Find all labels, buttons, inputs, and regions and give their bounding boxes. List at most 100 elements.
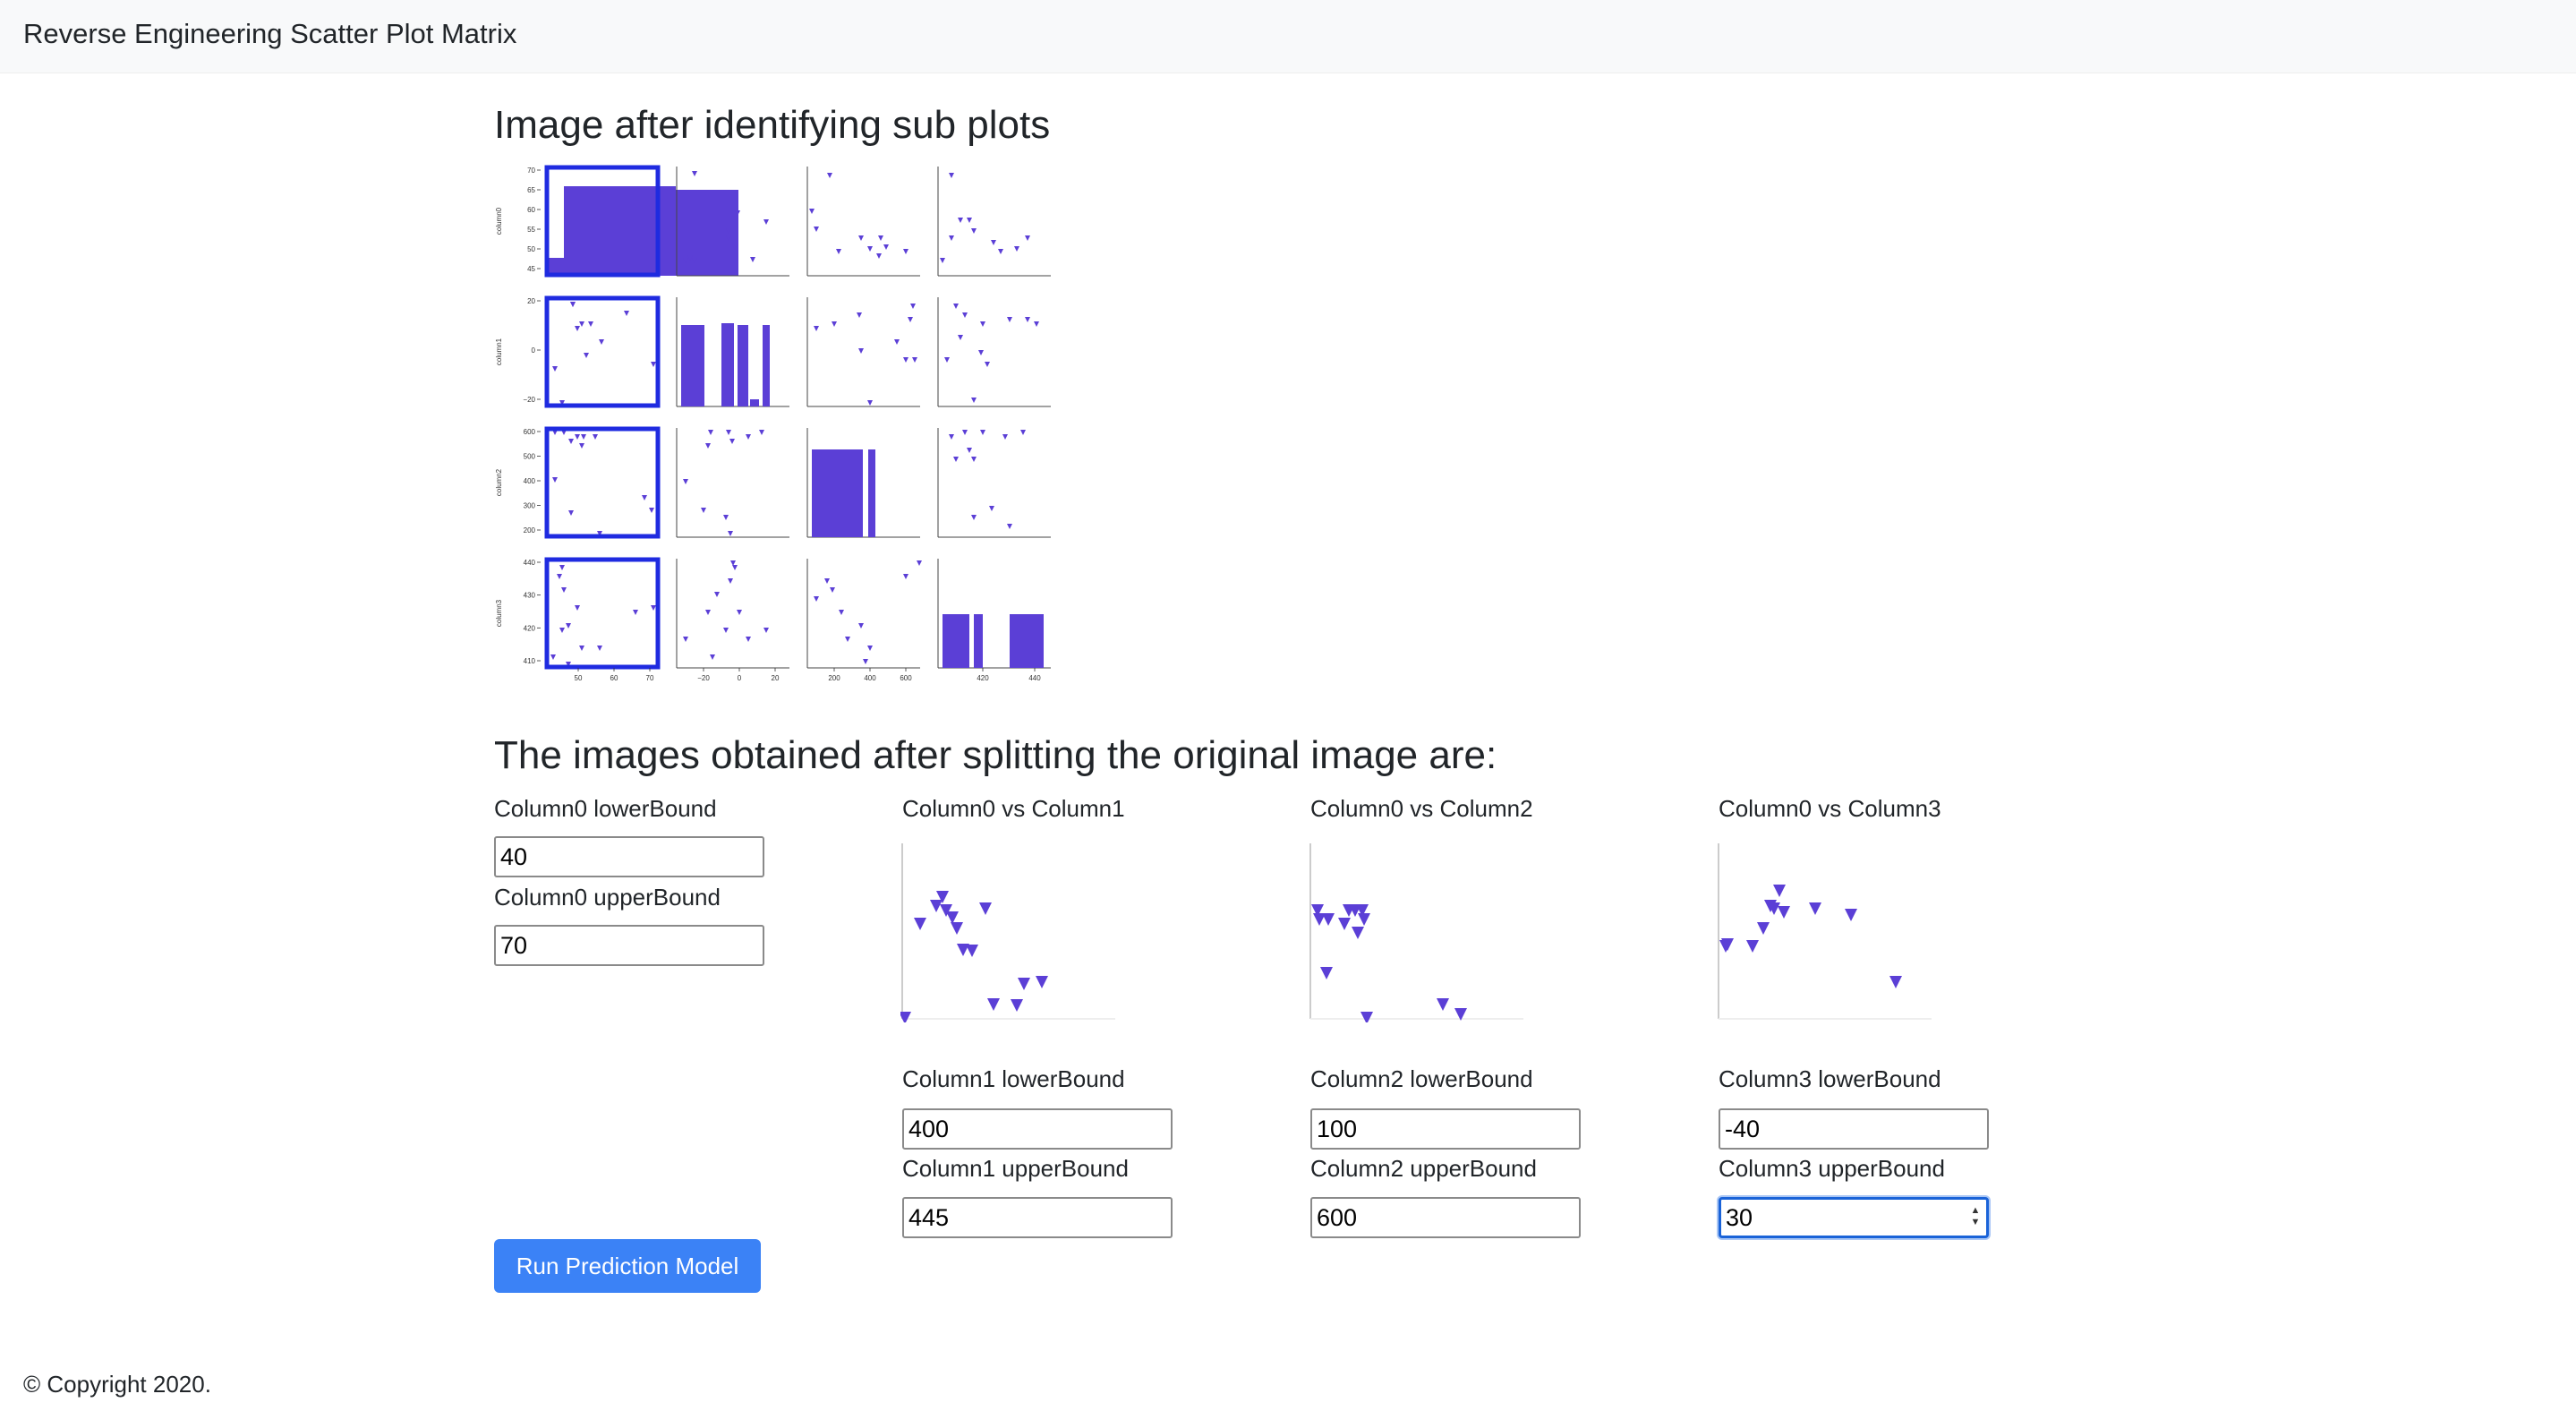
mini-scatter-point [1437, 998, 1449, 1011]
scatter-point [903, 574, 908, 579]
column2-upper-input[interactable] [1310, 1197, 1581, 1238]
scatter-point [733, 243, 738, 248]
scatter-point [978, 350, 984, 355]
scatter-point [940, 258, 945, 263]
matrix-xtick: 60 [610, 674, 618, 682]
scatter-point [581, 434, 586, 440]
subplot-column0-column2 [806, 167, 920, 277]
scatter-point [750, 257, 755, 262]
histogram-bar [943, 614, 969, 668]
matrix-ylabel-column1: column1 [495, 338, 503, 365]
scatter-point [726, 235, 731, 241]
mini-scatter-point [1338, 918, 1351, 930]
scatter-point [858, 623, 864, 629]
scatter-point [597, 646, 602, 651]
scatter-point [705, 443, 711, 449]
matrix-ytick: 400 [524, 477, 536, 485]
mini-scatter-point [987, 998, 1000, 1011]
mini-scatter-point [1356, 904, 1369, 917]
scatter-point [1025, 317, 1030, 322]
column0-lower-input[interactable] [494, 836, 764, 877]
scatter-point [570, 302, 576, 307]
matrix-ytick: 440 [524, 559, 536, 567]
scatter-point [971, 228, 977, 234]
mini-scatter-point [930, 900, 943, 912]
matrix-xtick: 20 [772, 674, 780, 682]
scatter-point [827, 173, 832, 178]
navbar-brand[interactable]: Reverse Engineering Scatter Plot Matrix [23, 18, 517, 49]
scatter-point [579, 443, 584, 449]
scatter-point [863, 659, 868, 664]
column2-lower-input[interactable] [1310, 1108, 1581, 1150]
subplot-image-c0-c3 [1718, 843, 1932, 1020]
spinner-up-icon[interactable]: ▲ [1970, 1205, 1981, 1216]
scatter-point [728, 578, 733, 584]
matrix-ytick: 500 [524, 453, 536, 461]
run-prediction-button[interactable]: Run Prediction Model [494, 1239, 761, 1293]
scatter-point [953, 304, 959, 309]
scatter-point [579, 646, 584, 651]
scatter-point [967, 448, 972, 453]
matrix-ytick: 55 [527, 226, 535, 234]
spinner-down-icon[interactable]: ▼ [1970, 1217, 1981, 1227]
subplot-column3-column2 [806, 559, 922, 669]
scatter-point [858, 348, 864, 354]
subplot-image-c0-c1 [900, 843, 1115, 1022]
number-spinner[interactable]: ▲ ▼ [1969, 1205, 1982, 1232]
histogram-bar [627, 190, 738, 276]
scatter-point [723, 515, 729, 520]
detected-subplot-highlight [544, 165, 661, 278]
scatter-point [683, 637, 688, 642]
scatter-point [953, 457, 959, 462]
mini-scatter-point [1721, 938, 1734, 951]
subplot-title-c0-c3: Column0 vs Column3 [1719, 795, 1941, 822]
scatter-point [763, 628, 769, 633]
column2-upper-label: Column2 upperBound [1310, 1155, 1537, 1182]
subplot-column1-column1 [676, 297, 789, 407]
scatter-point [962, 312, 968, 318]
mini-scatter-point [1757, 922, 1770, 935]
scatter-point [894, 339, 900, 345]
matrix-xtick: 600 [900, 674, 912, 682]
scatter-point [649, 508, 654, 513]
scatter-point [575, 434, 580, 440]
scatter-point [878, 235, 883, 241]
column1-lower-input[interactable] [902, 1108, 1173, 1150]
matrix-ytick: 300 [524, 502, 536, 510]
column1-upper-input[interactable] [902, 1197, 1173, 1238]
scatter-point [876, 253, 882, 259]
scatter-point [845, 637, 850, 642]
histogram-bar [812, 449, 852, 537]
scatter-point [575, 605, 580, 611]
mini-scatter-point [966, 945, 978, 957]
column3-upper-input[interactable] [1719, 1197, 1989, 1238]
histogram-bar [738, 325, 748, 406]
mini-scatter-point [1889, 976, 1902, 988]
scatter-point [559, 628, 565, 633]
column0-upper-input[interactable] [494, 925, 764, 966]
scatter-point [557, 574, 562, 579]
matrix-ylabel-column3: column3 [495, 599, 503, 627]
scatter-point [759, 430, 764, 435]
scatter-point [732, 565, 738, 570]
scatter-point [809, 209, 815, 214]
scatter-point [883, 244, 889, 250]
mini-scatter-point [1313, 913, 1326, 926]
scatter-point [912, 357, 917, 363]
matrix-xtick: −20 [697, 674, 710, 682]
scatter-point [746, 637, 751, 642]
column3-lower-input[interactable] [1719, 1108, 1989, 1150]
scatter-point [980, 430, 985, 435]
scatter-point [814, 596, 819, 602]
scatter-point [867, 400, 873, 406]
matrix-ylabel-column2: column2 [495, 468, 503, 496]
subplot-column0-column3 [937, 167, 1051, 277]
subplot-column3-column1 [676, 559, 789, 669]
scatter-point [624, 311, 629, 316]
navbar: Reverse Engineering Scatter Plot Matrix [0, 0, 2576, 73]
mini-scatter-point [914, 918, 926, 930]
matrix-ytick: 200 [524, 526, 536, 534]
scatter-point [552, 366, 558, 372]
mini-scatter-point [1322, 913, 1335, 926]
mini-scatter-point [1320, 967, 1333, 979]
